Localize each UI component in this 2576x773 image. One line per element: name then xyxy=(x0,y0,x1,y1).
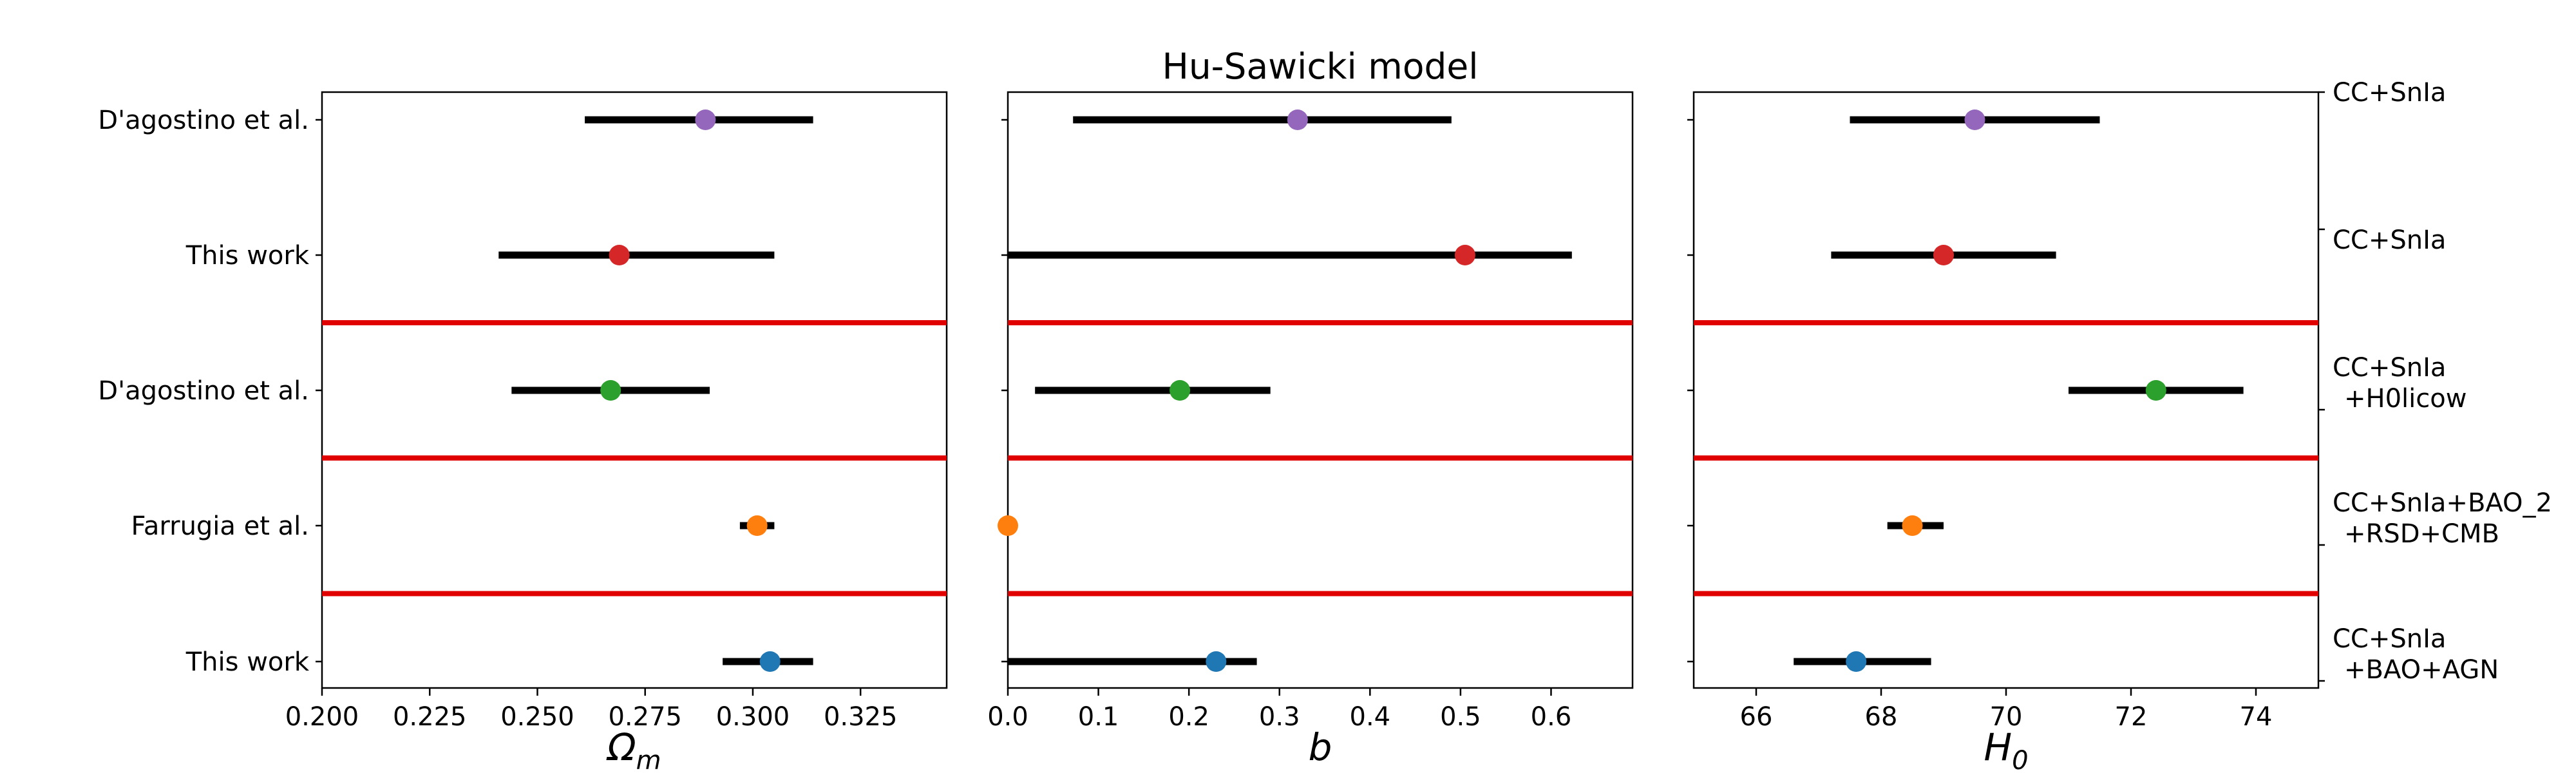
row-label: D'agostino et al. xyxy=(98,376,309,406)
dataset-label: +H0licow xyxy=(2344,384,2467,414)
panel-1: 0.200 0.225 0.250 0.275 0.300 0.325 Ωm xyxy=(285,91,948,773)
dataset-label: CC+SnIa xyxy=(2333,225,2446,255)
x-axis-label: b xyxy=(1309,725,1332,769)
x-tick-label: 72 xyxy=(2115,702,2148,732)
x-tick-label: 0.0 xyxy=(987,702,1028,732)
x-tick-label: 0.250 xyxy=(500,702,574,732)
x-tick-label: 0.3 xyxy=(1259,702,1300,732)
panel-3: 66 68 70 72 74 H0 xyxy=(1687,91,2320,773)
x-tick-label: 0.200 xyxy=(285,702,359,732)
dataset-label: CC+SnIa+BAO_2 xyxy=(2333,488,2552,518)
row-label: Farrugia et al. xyxy=(131,511,309,541)
x-axis-label-main: H xyxy=(1984,725,2012,769)
x-tick-label: 74 xyxy=(2240,702,2273,732)
panel-2: 0.0 0.1 0.2 0.3 0.4 0.5 0.6 b xyxy=(987,91,1634,769)
row-label: D'agostino et al. xyxy=(98,106,309,135)
x-axis-label-subscript: m xyxy=(636,746,661,773)
x-tick-label: 0.4 xyxy=(1350,702,1391,732)
row-label: This work xyxy=(185,647,310,677)
dataset-label: CC+SnIa xyxy=(2333,78,2446,108)
data-point xyxy=(1206,651,1227,672)
x-axis-label: H0 xyxy=(1984,725,2028,773)
data-point xyxy=(1287,110,1308,130)
dataset-label: +BAO+AGN xyxy=(2344,655,2499,685)
x-axis-label-main: Ω xyxy=(606,725,636,769)
x-axis-label-subscript: 0 xyxy=(2012,746,2028,773)
data-point xyxy=(609,245,630,265)
x-tick-label: 0.2 xyxy=(1168,702,1209,732)
data-point xyxy=(695,110,716,130)
data-point xyxy=(998,515,1018,536)
data-point xyxy=(1964,110,1985,130)
x-tick-label: 0.275 xyxy=(608,702,682,732)
dataset-label: CC+SnIa xyxy=(2333,624,2446,654)
x-tick-label: 0.5 xyxy=(1440,702,1481,732)
chart-title: Hu-Sawicki model xyxy=(1162,46,1478,87)
x-tick-label: 0.1 xyxy=(1078,702,1119,732)
data-point xyxy=(600,380,621,401)
dataset-label: +RSD+CMB xyxy=(2344,519,2499,549)
data-point xyxy=(1902,515,1923,536)
data-point xyxy=(746,515,768,536)
data-point xyxy=(1846,651,1867,672)
data-point xyxy=(1170,380,1191,401)
x-tick-label: 68 xyxy=(1865,702,1898,732)
x-axis-label: Ωm xyxy=(606,725,661,773)
data-point xyxy=(2145,380,2166,401)
x-tick-label: 0.325 xyxy=(824,702,898,732)
dataset-label: CC+SnIa xyxy=(2333,353,2446,383)
row-label: This work xyxy=(185,241,310,271)
x-tick-label: 70 xyxy=(1990,702,2023,732)
data-point xyxy=(1454,245,1475,265)
data-point xyxy=(759,651,781,672)
x-axis-label-main: b xyxy=(1309,725,1332,769)
x-tick-label: 0.225 xyxy=(393,702,467,732)
x-tick-label: 0.6 xyxy=(1531,702,1572,732)
x-tick-label: 66 xyxy=(1740,702,1773,732)
data-point xyxy=(1933,245,1954,265)
x-tick-label: 0.300 xyxy=(716,702,790,732)
